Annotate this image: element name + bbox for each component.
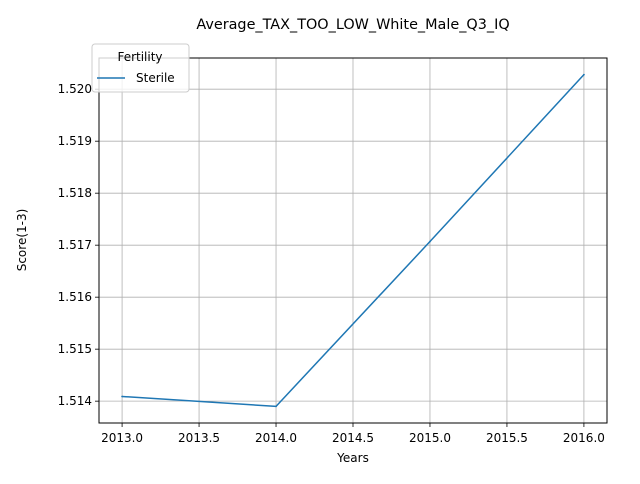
x-tick-label: 2015.0	[409, 431, 451, 445]
legend-label-sterile: Sterile	[136, 71, 175, 85]
y-tick-label: 1.516	[58, 290, 92, 304]
x-axis-label: Years	[336, 451, 369, 465]
x-tick-label: 2014.0	[255, 431, 297, 445]
x-tick-label: 2013.0	[101, 431, 143, 445]
legend-box	[91, 43, 190, 93]
data-point	[121, 395, 123, 398]
ticks: 2013.0 2013.5 2014.0 2014.5 2015.0 2015.5 2016…	[58, 82, 605, 445]
data-point	[275, 405, 277, 408]
x-tick-label: 2016.0	[563, 431, 605, 445]
y-tick-label: 1.520	[58, 82, 92, 96]
y-tick-label: 1.519	[58, 134, 92, 148]
legend-title: Fertility	[117, 50, 162, 64]
x-tick-label: 2015.5	[486, 431, 528, 445]
legend: Fertility Sterile	[91, 43, 190, 93]
y-tick-label: 1.517	[58, 238, 92, 252]
y-tick-label: 1.515	[58, 342, 92, 356]
data-point	[583, 73, 585, 76]
series-line-sterile	[122, 74, 585, 408]
data-point	[429, 240, 431, 243]
y-axis-label: Score(1-3)	[15, 209, 29, 272]
y-tick-label: 1.514	[58, 394, 92, 408]
y-tick-label: 1.518	[58, 186, 92, 200]
x-tick-label: 2014.5	[332, 431, 374, 445]
x-tick-label: 2013.5	[178, 431, 220, 445]
chart-title: Average_TAX_TOO_LOW_White_Male_Q3_IQ	[196, 17, 509, 33]
series-layer	[121, 73, 585, 408]
